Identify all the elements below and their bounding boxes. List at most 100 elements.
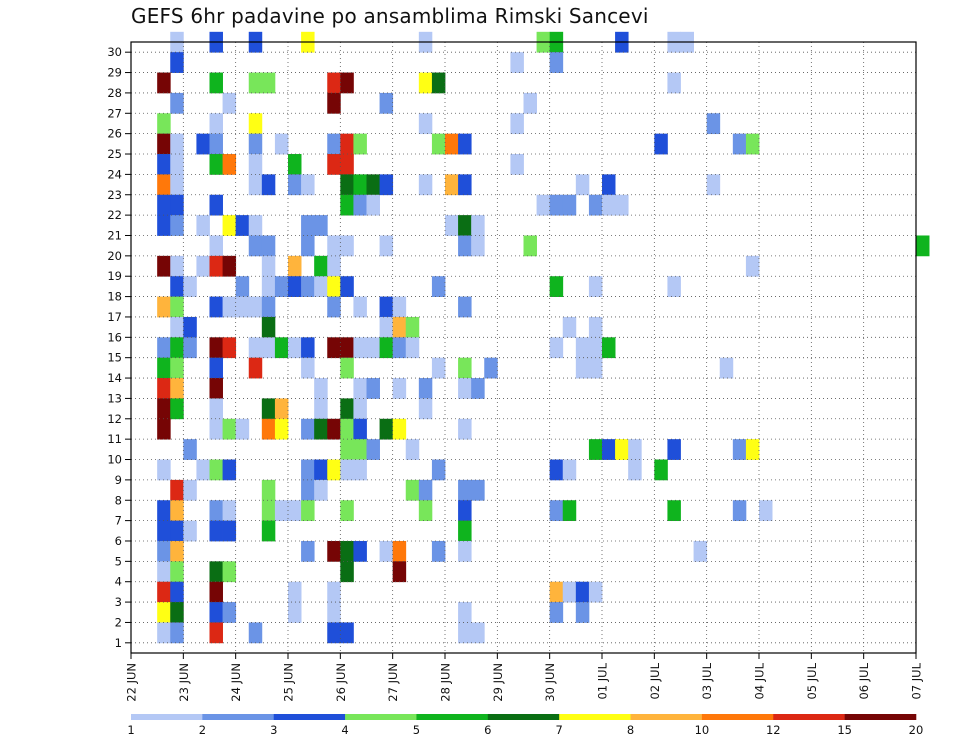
heatmap-cell [405,316,420,338]
heatmap-cell [353,378,367,399]
heatmap-cell [274,418,289,440]
heatmap-cell [157,459,171,481]
heatmap-cell [301,418,315,440]
heatmap-cell [157,337,171,359]
colorbar-segment [701,714,774,720]
heatmap-cell [340,133,354,155]
heatmap-cell [248,337,263,359]
heatmap-cell [157,581,171,603]
heatmap-cell [340,154,354,175]
heatmap-cell [157,215,171,236]
heatmap-cell [209,581,223,603]
heatmap-cell [392,561,407,583]
heatmap-cell [510,154,524,175]
heatmap-cell [274,398,289,420]
heatmap-cell [575,337,590,359]
heatmap-cell [379,235,394,257]
heatmap-cell [196,459,210,481]
plot-frame [130,41,917,654]
heatmap-cell [248,215,263,236]
heatmap-cell [445,174,459,196]
heatmap-cell [745,133,760,155]
y-axis: 1234567891011121314151617181920212223242… [107,45,131,650]
heatmap-cell [327,133,341,155]
heatmap-cell [209,418,223,440]
heatmap-cell [327,276,341,297]
heatmap-cell [588,337,603,359]
heatmap-cell [222,520,237,542]
heatmap-cell [301,479,315,501]
heatmap-cell [667,276,681,297]
heatmap-cell [222,337,237,359]
heatmap-cell [445,215,459,236]
colorbar-segment [131,714,203,720]
heatmap-cell [288,276,302,297]
heatmap-cell [340,235,354,257]
heatmap-cell [196,215,210,236]
heatmap-cell [745,255,760,277]
heatmap-cell [418,378,433,399]
heatmap-cell [379,296,394,318]
colorbar-tick-label: 5 [413,723,420,737]
heatmap-cell [458,520,472,542]
heatmap-cell [248,357,263,379]
heatmap-cell [274,276,289,297]
heatmap-cell [471,235,485,257]
heatmap-cell [196,255,210,277]
heatmap-cell [261,479,276,501]
heatmap-cell [588,316,603,338]
heatmap-cell [379,174,394,196]
heatmap-cell [209,133,223,155]
heatmap-cell [575,581,590,603]
y-tick-label: 30 [107,45,122,59]
x-axis: 22 JUN 23 JUN 24 JUN 25 JUN 26 JUN 27 JUN 28 J… [125,653,924,702]
heatmap-cell [209,500,223,522]
heatmap-cell [588,439,603,460]
y-tick-label: 13 [107,391,122,405]
heatmap-cell [340,622,354,644]
heatmap-cell [458,418,472,440]
heatmap-cell [157,602,171,623]
colorbar-segment [773,714,845,720]
heatmap-cell [732,133,747,155]
heatmap-cell [588,581,603,603]
heatmap-cell [353,133,367,155]
heatmap-cell [549,459,564,481]
heatmap-cell [458,602,472,623]
heatmap-cell [340,337,354,359]
heatmap-cell [706,113,721,135]
heatmap-cell [261,72,276,94]
heatmap-cell [235,215,250,236]
heatmap-cell [379,337,394,359]
colorbar-tick-label: 4 [341,723,348,737]
heatmap-cell [314,418,328,440]
heatmap-cell [405,479,420,501]
heatmap-cell [170,174,184,196]
heatmap-cell [222,255,237,277]
heatmap-cell [353,398,367,420]
heatmap-cell [588,194,603,216]
heatmap-cell [183,316,197,338]
heatmap-cell [366,194,380,216]
heatmap-cell [458,622,472,644]
heatmap-cell [170,581,184,603]
heatmap-cell [209,235,223,257]
heatmap-cell [523,235,537,257]
heatmap-cell [183,276,197,297]
heatmap-cell [222,500,237,522]
heatmap-cell [170,276,184,297]
heatmap-cell [274,337,289,359]
heatmap-cell [157,154,171,175]
heatmap-cell [301,235,315,257]
heatmap-cell [170,398,184,420]
heatmap-cell [261,276,276,297]
y-tick-label: 29 [107,66,122,80]
y-tick-label: 6 [115,534,122,548]
heatmap-cell [314,378,328,399]
heatmap-cell [549,276,564,297]
heatmap-cell [157,561,171,583]
heatmap-cell [222,418,237,440]
heatmap-cell [471,378,485,399]
heatmap-cell [366,337,380,359]
heatmap-cell [261,520,276,542]
